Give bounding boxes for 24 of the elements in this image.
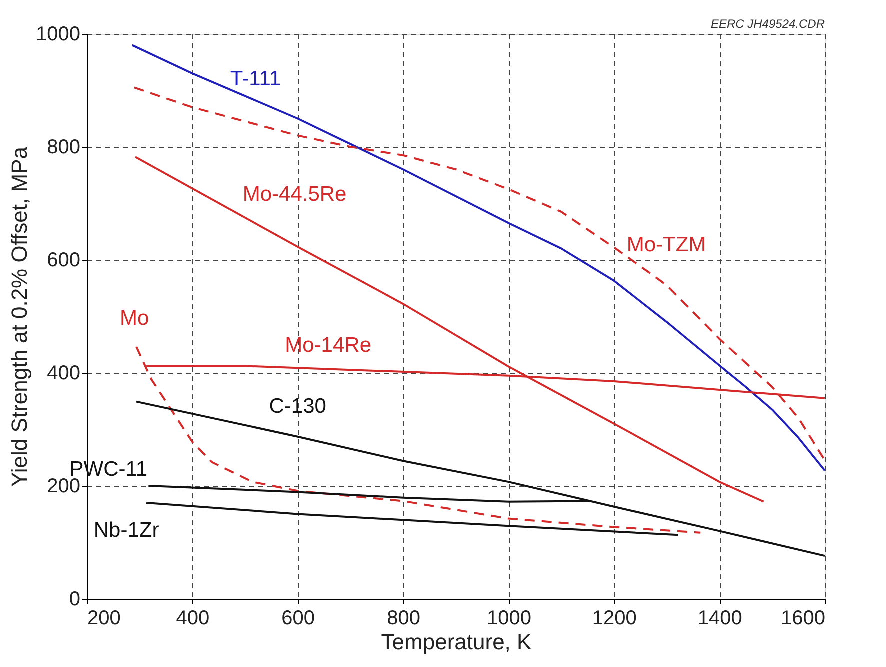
text: EERC JH49524.CDR [710,17,826,31]
x-tick-label: 400 [176,608,210,630]
y-tick-label: 800 [47,136,80,158]
x-tick-label: 1600 [781,608,826,630]
x-tick-label: 600 [282,608,316,630]
x-tick-label: 800 [387,608,420,630]
series-label: Mo [120,307,150,330]
x-axis-title: Temperature, K [381,630,532,654]
y-tick-label: 1000 [36,24,80,46]
series-label: C-130 [269,394,326,418]
y-tick-label: 400 [47,362,80,384]
x-tick-label: 1000 [486,608,532,630]
y-tick-label: 600 [47,250,80,272]
y-tick-label: 0 [69,588,80,610]
x-tick-label: 200 [88,608,121,630]
series-label: Mo-14Re [285,334,372,358]
series-label: T-111 [230,68,282,91]
series-label: Mo-44.5Re [242,183,347,206]
y-tick-label: 200 [47,476,80,498]
x-tick-label: 1400 [698,608,742,630]
series-label: Mo-TZM [626,233,706,256]
y-axis-title: Yield Strength at 0.2% Offset, MPa [7,146,32,487]
series-label: Nb-1Zr [94,518,160,542]
x-tick-label: 1200 [592,608,637,630]
